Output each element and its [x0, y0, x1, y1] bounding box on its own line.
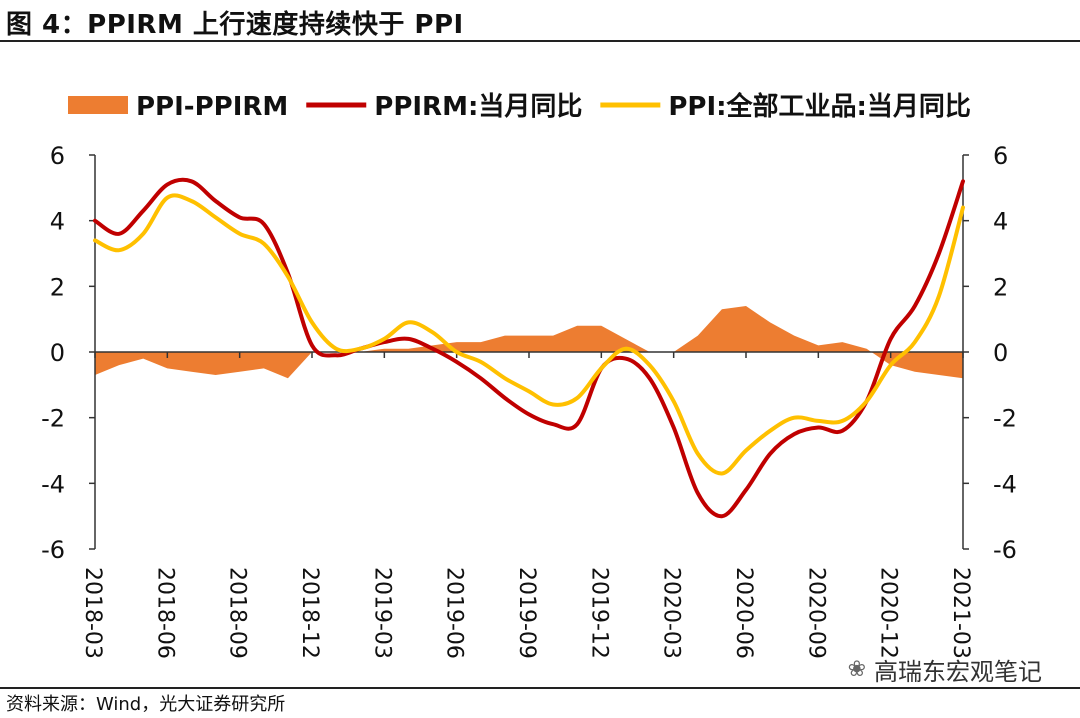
- y-tick-label-left: -4: [41, 470, 65, 498]
- x-tick-label: 2021-03: [948, 567, 973, 659]
- y-tick-label-right: 4: [993, 208, 1008, 236]
- legend: PPI-PPIRM PPIRM:当月同比 PPI:全部工业品:当月同比: [68, 91, 971, 122]
- chart: PPI-PPIRM PPIRM:当月同比 PPI:全部工业品:当月同比 -6 -6 -4…: [41, 91, 1017, 659]
- title-divider: [0, 40, 1080, 42]
- series-area-ppi-ppirm: [95, 306, 963, 379]
- y-tick-label-left: 4: [50, 208, 65, 236]
- y-tick-label-right: 2: [993, 273, 1008, 301]
- legend-swatch-area: [68, 96, 128, 114]
- x-tick-label: 2020-03: [659, 567, 684, 659]
- chart-title: 图 4：PPIRM 上行速度持续快于 PPI: [6, 10, 464, 40]
- y-tick-label-left: 0: [50, 339, 65, 367]
- x-tick-label: 2020-06: [731, 567, 756, 659]
- x-tick-label: 2018-03: [80, 567, 105, 659]
- line-layer: [93, 177, 965, 519]
- x-tick-label: 2019-03: [369, 567, 394, 659]
- area-layer: [95, 306, 963, 379]
- x-tick-label: 2020-09: [803, 567, 828, 659]
- x-tick-label: 2020-12: [876, 567, 901, 659]
- x-tick-label: 2019-12: [586, 567, 611, 659]
- y-tick-label-right: -6: [993, 536, 1017, 564]
- y-tick-label-right: -4: [993, 470, 1017, 498]
- y-tick-label-right: -2: [993, 405, 1017, 433]
- legend-label: PPI-PPIRM: [136, 92, 288, 122]
- series-line-ppirm: [93, 177, 965, 519]
- legend-label: PPI:全部工业品:当月同比: [668, 91, 971, 122]
- legend-item: PPIRM:当月同比: [306, 92, 582, 122]
- axis-layer: -6 -6 -4 -4 -2 -2 0 0 2 2 4 4 6 6 2018-03 2018-06 2018-0…: [41, 142, 1017, 659]
- x-tick-label: 2018-09: [225, 567, 250, 659]
- y-tick-label-right: 6: [993, 142, 1008, 170]
- footer-divider: [0, 687, 1080, 689]
- series-line-ppi: [93, 193, 965, 476]
- y-tick-label-left: -6: [41, 536, 65, 564]
- x-tick-label: 2019-09: [514, 567, 539, 659]
- x-tick-label: 2018-12: [297, 567, 322, 659]
- y-tick-label-left: -2: [41, 405, 65, 433]
- legend-label: PPIRM:当月同比: [374, 92, 582, 122]
- y-tick-label-left: 6: [50, 142, 65, 170]
- x-tick-label: 2018-06: [152, 567, 177, 659]
- legend-item: PPI-PPIRM: [68, 92, 288, 122]
- watermark-text: 高瑞东宏观笔记: [874, 658, 1042, 686]
- y-tick-label-left: 2: [50, 273, 65, 301]
- y-tick-label-right: 0: [993, 339, 1008, 367]
- x-tick-label: 2019-06: [442, 567, 467, 659]
- wechat-icon: ❀: [847, 657, 866, 682]
- source-note: 资料来源：Wind，光大证券研究所: [6, 694, 286, 715]
- watermark: ❀ 高瑞东宏观笔记: [848, 652, 1042, 687]
- legend-item: PPI:全部工业品:当月同比: [600, 91, 971, 122]
